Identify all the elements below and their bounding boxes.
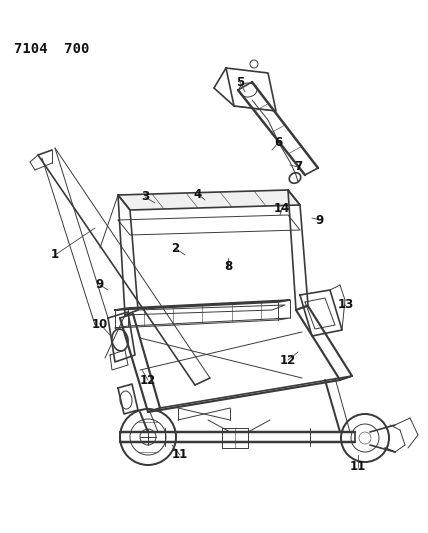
Text: 8: 8 (224, 261, 232, 273)
Text: 3: 3 (141, 190, 149, 204)
Text: 12: 12 (280, 353, 296, 367)
Text: 12: 12 (140, 374, 156, 386)
Text: 5: 5 (236, 76, 244, 88)
Polygon shape (118, 190, 300, 210)
Text: 1: 1 (51, 248, 59, 262)
Text: 7: 7 (294, 160, 302, 174)
Text: 9: 9 (96, 279, 104, 292)
Text: 13: 13 (338, 298, 354, 311)
Text: 4: 4 (194, 188, 202, 200)
Text: 14: 14 (274, 201, 290, 214)
Text: 2: 2 (171, 241, 179, 254)
Text: 11: 11 (350, 461, 366, 473)
Text: 9: 9 (316, 214, 324, 227)
Text: 10: 10 (92, 318, 108, 330)
Text: 7104  700: 7104 700 (14, 42, 89, 56)
Text: 11: 11 (172, 448, 188, 462)
Text: 6: 6 (274, 136, 282, 149)
